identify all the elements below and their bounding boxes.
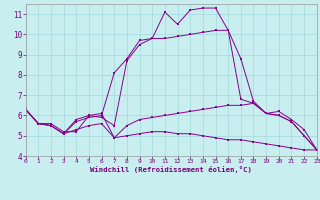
- X-axis label: Windchill (Refroidissement éolien,°C): Windchill (Refroidissement éolien,°C): [90, 166, 252, 173]
